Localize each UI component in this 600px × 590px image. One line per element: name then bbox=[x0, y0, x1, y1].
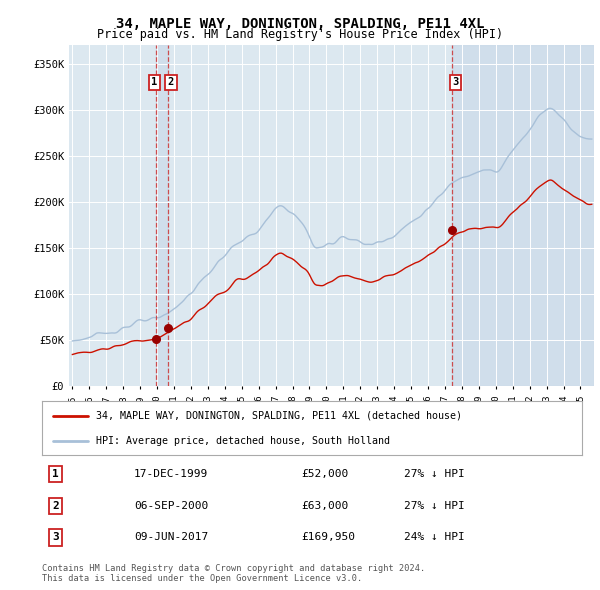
Text: £63,000: £63,000 bbox=[301, 501, 349, 510]
Text: 34, MAPLE WAY, DONINGTON, SPALDING, PE11 4XL (detached house): 34, MAPLE WAY, DONINGTON, SPALDING, PE11… bbox=[96, 411, 462, 421]
Text: Contains HM Land Registry data © Crown copyright and database right 2024.
This d: Contains HM Land Registry data © Crown c… bbox=[42, 563, 425, 583]
Text: 3: 3 bbox=[452, 77, 458, 87]
Text: 17-DEC-1999: 17-DEC-1999 bbox=[134, 469, 208, 478]
Bar bbox=[452, 45, 594, 386]
Text: 34, MAPLE WAY, DONINGTON, SPALDING, PE11 4XL: 34, MAPLE WAY, DONINGTON, SPALDING, PE11… bbox=[116, 17, 484, 31]
Text: 06-SEP-2000: 06-SEP-2000 bbox=[134, 501, 208, 510]
Text: 27% ↓ HPI: 27% ↓ HPI bbox=[404, 469, 464, 478]
Text: 09-JUN-2017: 09-JUN-2017 bbox=[134, 533, 208, 542]
Text: 1: 1 bbox=[151, 77, 157, 87]
Text: £52,000: £52,000 bbox=[301, 469, 349, 478]
Text: 2: 2 bbox=[168, 77, 174, 87]
Text: £169,950: £169,950 bbox=[301, 533, 355, 542]
Text: 2: 2 bbox=[52, 501, 59, 510]
Text: 3: 3 bbox=[52, 533, 59, 542]
Text: Price paid vs. HM Land Registry's House Price Index (HPI): Price paid vs. HM Land Registry's House … bbox=[97, 28, 503, 41]
Text: HPI: Average price, detached house, South Holland: HPI: Average price, detached house, Sout… bbox=[96, 436, 390, 446]
Bar bbox=[157, 45, 169, 386]
Text: 27% ↓ HPI: 27% ↓ HPI bbox=[404, 501, 464, 510]
Text: 1: 1 bbox=[52, 469, 59, 478]
Text: 24% ↓ HPI: 24% ↓ HPI bbox=[404, 533, 464, 542]
